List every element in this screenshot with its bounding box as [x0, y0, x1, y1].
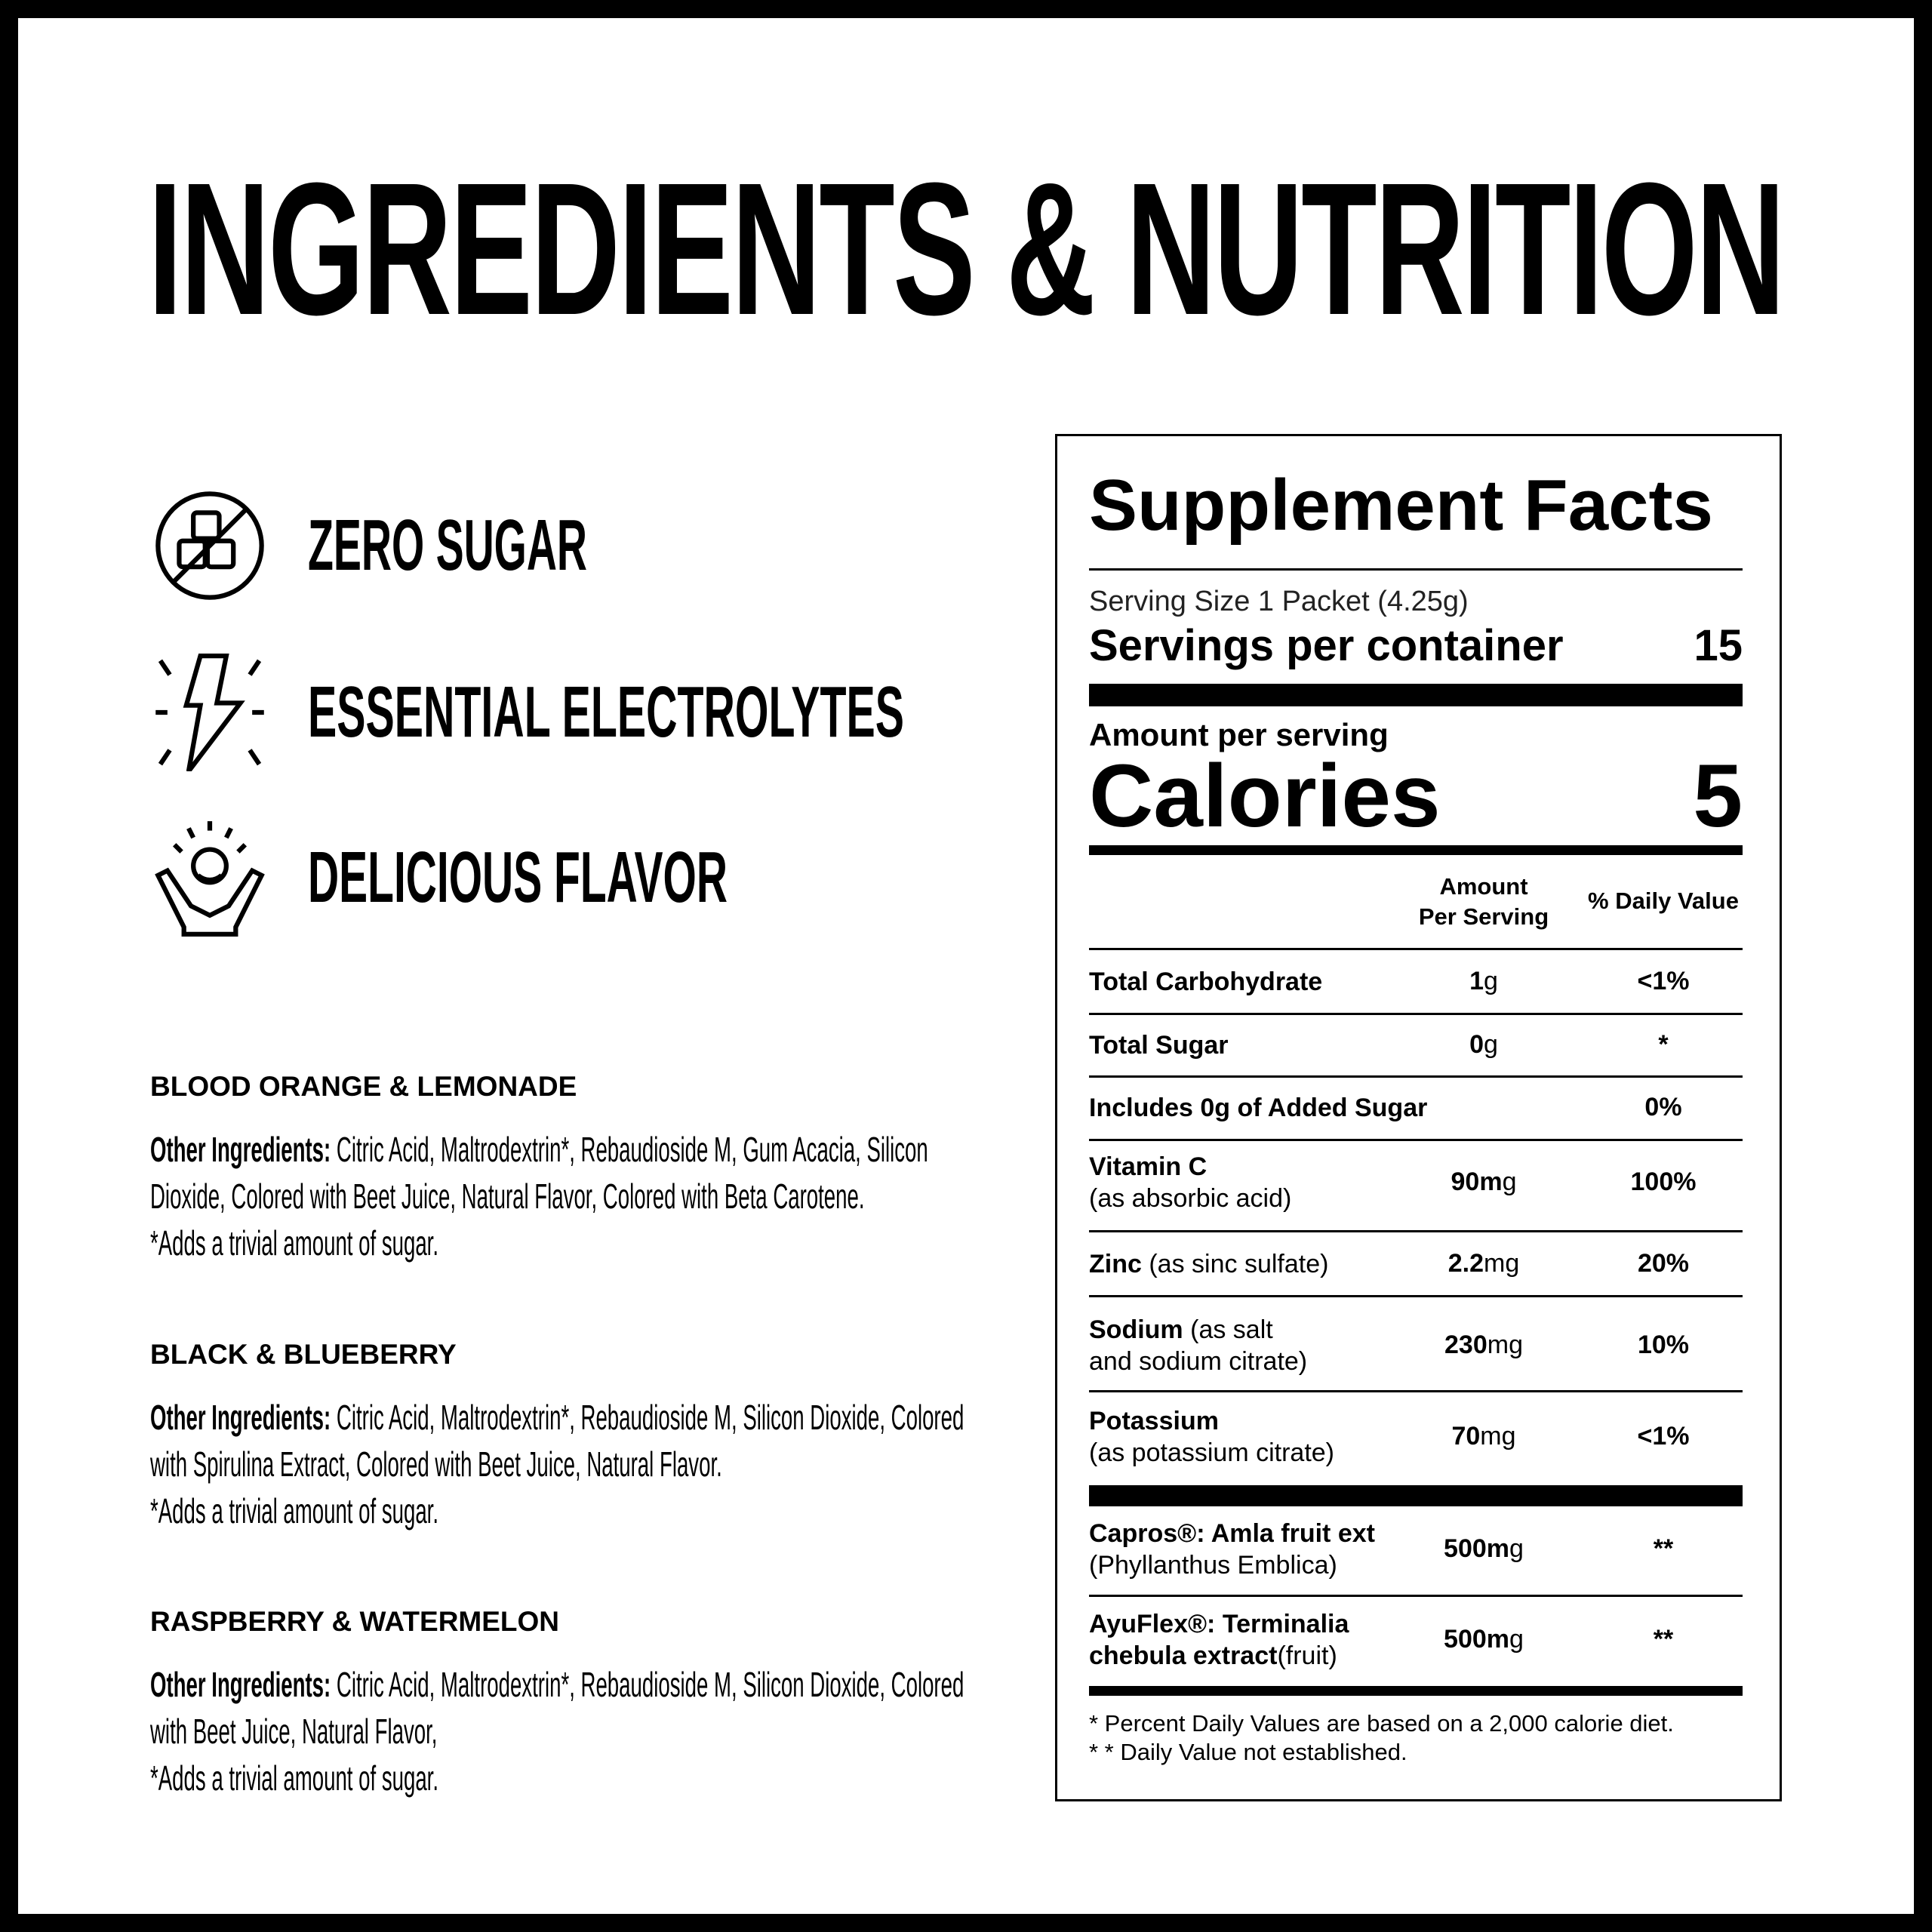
nutrient-amount: 500mg [1444, 1625, 1524, 1654]
divider [1089, 948, 1743, 950]
feature-essential-electrolytes: ESSENTIAL ELECTROLYTES [308, 672, 904, 752]
nutrient-amount: 90mg [1451, 1168, 1517, 1196]
nutrient-name: AyuFlex®: Terminalia chebula extract(frui… [1089, 1610, 1349, 1670]
servings-label: Servings per container [1089, 621, 1564, 670]
col-amount-line2: Per Serving [1418, 903, 1549, 930]
supplement-facts-panel [1055, 434, 1782, 1801]
nutrient-amount: 0g [1469, 1030, 1498, 1059]
sugar-note: *Adds a trivial amount of sugar. [150, 1223, 439, 1263]
nutrient-daily-value: <1% [1637, 1422, 1690, 1451]
ingredients-line: with Spirulina Extract, Colored with Bee… [150, 1444, 722, 1484]
divider [1089, 1013, 1743, 1015]
medium-bar [1089, 845, 1743, 855]
calories-value: 5 [1693, 746, 1743, 846]
ingredients-text: Citric Acid, Maltrodextrin*, Rebaudiosid… [336, 1398, 964, 1437]
col-header-dv: % Daily Value [1588, 888, 1739, 914]
ingredients-line: Other Ingredients: Citric Acid, Maltrode… [150, 1666, 1506, 1703]
nutrient-amount: 70mg [1451, 1422, 1516, 1451]
amount-per-serving: Amount per serving [1089, 717, 1389, 752]
nutrient-daily-value: 10% [1637, 1331, 1690, 1359]
flavor-name: BLOOD ORANGE & LEMONADE [150, 1071, 577, 1102]
divider [1089, 1139, 1743, 1141]
nutrient-name: Zinc (as sinc sulfate) [1089, 1250, 1329, 1278]
nutrient-name: Capros®: Amla fruit ext (Phyllanthus Embl… [1089, 1519, 1375, 1580]
divider [1089, 1390, 1743, 1392]
nutrient-daily-value: <1% [1637, 967, 1690, 995]
ingredients-line: with Beet Juice, Natural Flavor, [150, 1712, 438, 1751]
servings-value: 15 [1694, 621, 1743, 670]
nutrient-amount: 230mg [1444, 1331, 1523, 1359]
nutrient-daily-value: * [1658, 1030, 1669, 1059]
ingredients-line: Dioxide, Colored with Beet Juice, Natura… [150, 1177, 865, 1216]
feature-delicious-flavor: DELICIOUS FLAVOR [308, 837, 728, 918]
nutrient-name: Sodium (as salt and sodium citrate) [1089, 1315, 1308, 1376]
nutrient-daily-value: 0% [1644, 1093, 1682, 1121]
divider [1089, 1485, 1743, 1506]
nutrient-daily-value: ** [1653, 1625, 1674, 1654]
serving-size: Serving Size 1 Packet (4.25g) [1089, 586, 1469, 617]
calories-label: Calories [1089, 746, 1441, 846]
ingredients-line: Other Ingredients: Citric Acid, Maltrode… [150, 1398, 1506, 1436]
flavor-name: BLACK & BLUEBERRY [150, 1339, 457, 1370]
facts-title: Supplement Facts [1089, 465, 1713, 546]
ingredients-line: Other Ingredients: Citric Acid, Maltrode… [150, 1131, 1447, 1168]
footnote-not-established: * * Daily Value not established. [1089, 1739, 1407, 1765]
sugar-note: *Adds a trivial amount of sugar. [150, 1758, 439, 1798]
nutrient-name: Total Sugar [1089, 1031, 1229, 1060]
flavor-name: RASPBERRY & WATERMELON [150, 1606, 560, 1637]
footnote-dv: * Percent Daily Values are based on a 2,… [1089, 1710, 1674, 1737]
nutrient-daily-value: 100% [1630, 1168, 1697, 1196]
nutrient-daily-value: 20% [1637, 1249, 1690, 1278]
ingredients-label: Other Ingredients: [150, 1130, 331, 1169]
nutrient-name: Vitamin C (as absorbic acid) [1089, 1152, 1292, 1213]
ingredients-label: Other Ingredients: [150, 1665, 331, 1704]
divider [1089, 1295, 1743, 1297]
no-sugar-icon [155, 491, 264, 600]
thick-bar [1089, 684, 1743, 706]
page-title: INGREDIENTS & NUTRITION [148, 143, 1786, 354]
nutrient-amount: 2.2mg [1447, 1249, 1520, 1278]
nutrient-daily-value: ** [1653, 1534, 1674, 1563]
feature-zero-sugar: ZERO SUGAR [308, 505, 587, 586]
col-header-amount: Amount Per Serving [1419, 872, 1549, 932]
nutrient-name: Includes 0g of Added Sugar [1089, 1094, 1428, 1122]
nutrient-amount: 1g [1469, 967, 1498, 995]
divider [1089, 1686, 1743, 1696]
happy-person-icon [155, 821, 265, 937]
lightning-bolt-icon [155, 654, 264, 771]
ingredients-label: Other Ingredients: [150, 1398, 331, 1437]
ingredients-text: Citric Acid, Maltrodextrin*, Rebaudiosid… [336, 1130, 928, 1169]
divider [1089, 1230, 1743, 1232]
divider [1089, 1595, 1743, 1597]
divider [1089, 1075, 1743, 1078]
ingredients-text: Citric Acid, Maltrodextrin*, Rebaudiosid… [336, 1665, 964, 1704]
divider [1089, 568, 1743, 571]
nutrient-amount: 500mg [1444, 1534, 1524, 1563]
sugar-note: *Adds a trivial amount of sugar. [150, 1491, 439, 1531]
col-amount-line1: Amount [1439, 873, 1528, 900]
nutrient-name: Total Carbohydrate [1089, 968, 1323, 996]
nutrient-name: Potassium (as potassium citrate) [1089, 1407, 1334, 1467]
